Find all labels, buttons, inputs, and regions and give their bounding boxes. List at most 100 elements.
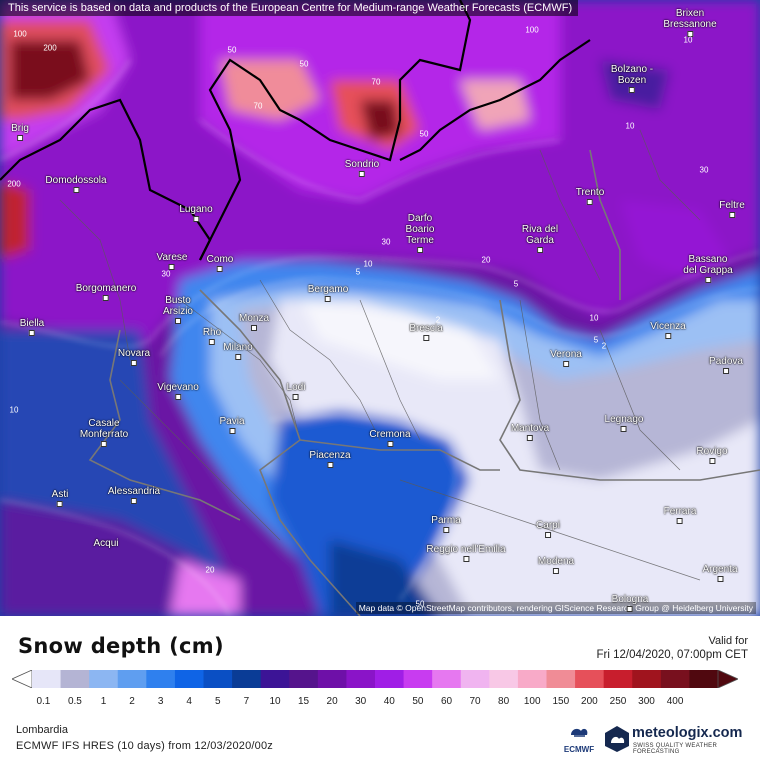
scale-tick-label: 30 [355,696,367,707]
city-label: Monferrato [80,429,128,447]
color-swatch [546,670,576,688]
city-label: Biella [20,318,44,336]
city-marker-icon [193,216,199,222]
color-swatch [203,670,233,688]
city-label: Varese [157,252,187,270]
city-marker-icon [628,87,635,93]
city-marker-icon [324,296,331,302]
color-swatch [260,670,290,688]
city-marker-icon [175,394,181,400]
city-label: Garda [526,235,554,253]
city-marker-icon [676,518,683,524]
city-label: Novara [118,348,150,366]
city-marker-icon [626,606,633,612]
map-canvas [0,0,760,616]
city-label: Monza [239,313,269,331]
color-swatch [232,670,262,688]
city-label: Modena [538,556,574,574]
city-label: Bologna [612,594,648,612]
city-label: Boario [405,224,435,235]
scale-tick-label: 2 [129,696,135,707]
city-marker-icon [250,325,257,331]
scale-tick-label: 70 [469,696,481,707]
contour-label: 10 [589,313,599,323]
scale-tick-label: 10 [269,696,281,707]
city-label: Busto [165,295,191,306]
province-borders [59,129,701,581]
scale-tick-label: 1 [100,696,107,707]
city-label: Domodossola [45,175,107,193]
city-marker-icon [704,277,711,283]
city-marker-icon [562,361,569,367]
color-swatch [489,670,519,688]
city-label: Piacenza [309,450,351,468]
meteologix-logo[interactable]: meteologix.com SWISS QUALITY WEATHER FOR… [604,725,754,755]
map-attribution[interactable]: Map data © OpenStreetMap contributors, r… [355,602,756,614]
city-marker-icon [326,462,333,468]
region-name: Lombardia [16,724,68,736]
city-marker-icon [665,333,671,339]
color-swatch [460,670,490,688]
city-marker-icon [100,441,107,447]
city-marker-icon [587,199,593,205]
city-label: Feltre [719,200,745,218]
city-marker-icon [29,330,35,336]
city-label: Alessandria [108,486,160,504]
city-label: Lodi [287,382,305,400]
city-label: Bressanone [663,19,717,37]
color-swatch [174,670,204,688]
contour-label: 2 [601,341,607,351]
city-label: Brig [11,123,29,141]
city-label: Lugano [179,204,213,222]
city-label: Rho [203,327,221,345]
color-swatch [575,670,605,688]
color-swatch [32,670,61,688]
contour-label: 10 [683,35,693,45]
contour-label: 70 [371,77,381,87]
city-label: Acqui [93,538,119,549]
city-label: Verona [550,349,582,367]
city-marker-icon [73,187,79,193]
city-label: Brescia [409,323,443,341]
city-marker-icon [717,576,723,582]
color-swatch [403,670,433,688]
contour-label: 30 [161,269,171,279]
scale-min-arrow [12,670,33,688]
contour-label: 10 [625,121,635,131]
city-marker-icon [208,339,215,345]
region-borders [88,149,760,616]
scale-tick-label: 100 [523,696,541,707]
snow-fill-layer [0,0,760,616]
snow-depth-map[interactable]: This service is based on data and produc… [0,0,760,616]
city-label: Argenta [702,564,738,582]
scale-tick-label: 80 [498,696,510,707]
contour-label: 5 [593,335,599,345]
color-swatch [660,670,690,688]
city-label: Bozen [618,75,646,93]
scale-tick-label: 15 [297,696,310,707]
city-label: Mantova [511,423,549,441]
city-label: Pavia [219,416,245,434]
legend-title: Snow depth (cm) [18,634,224,658]
city-marker-icon [386,441,393,447]
contour-label: 50 [419,129,429,139]
city-marker-icon [536,247,543,253]
brand-tagline: SWISS QUALITY WEATHER FORECASTING [633,743,718,755]
color-swatch [117,670,147,688]
scale-tick-label: 40 [383,696,395,707]
city-label: Darfo [407,213,433,224]
scale-tick-label: 250 [609,696,627,707]
city-label: Padova [709,356,743,374]
scale-tick-label: 5 [215,696,221,707]
city-marker-icon [174,318,181,324]
color-swatch [603,670,633,688]
city-label: Cremona [369,429,411,447]
color-swatch [60,670,90,688]
city-marker-icon [228,428,235,434]
scale-tick-label: 50 [412,696,424,707]
city-marker-icon [293,394,299,400]
color-swatches [32,670,719,688]
contour-label: 30 [699,165,709,175]
contour-label: 50 [227,45,237,55]
scale-tick-label: 3 [157,696,164,707]
